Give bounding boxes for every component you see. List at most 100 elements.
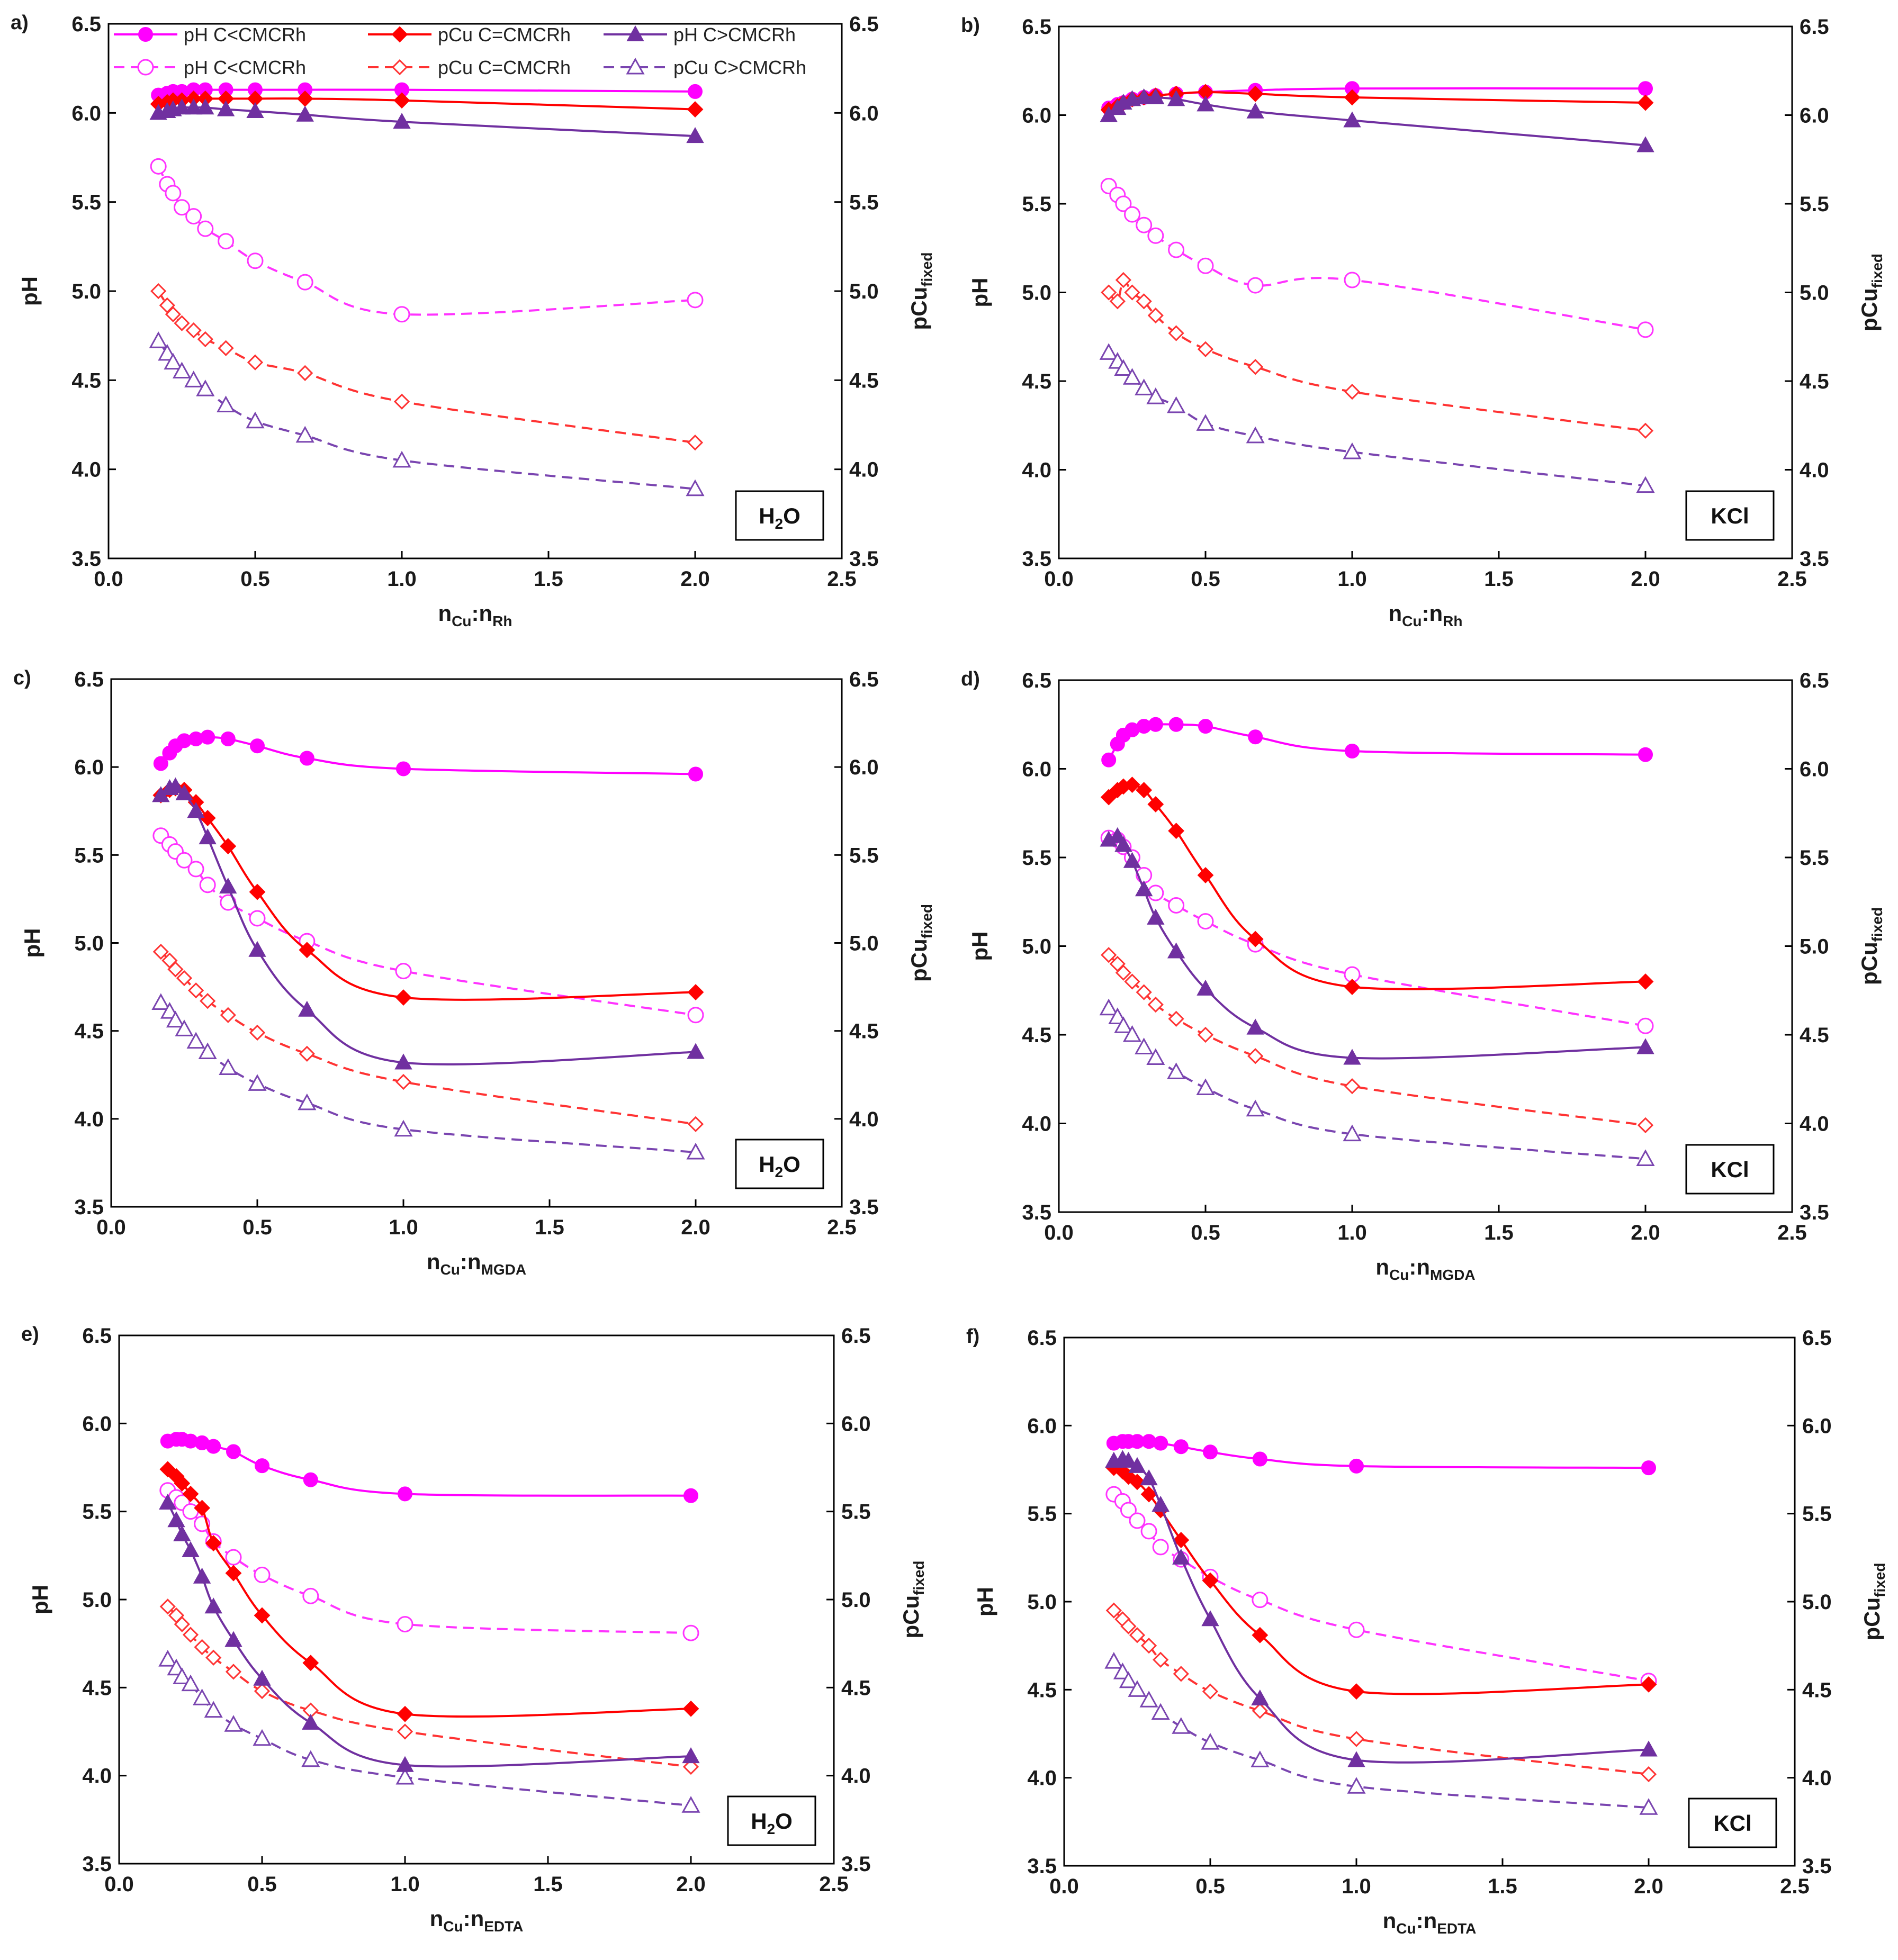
data-point-triangle bbox=[1639, 1798, 1658, 1815]
data-point-circle bbox=[185, 208, 202, 225]
data-point-diamond bbox=[299, 942, 316, 959]
y-tick-label-left: 4.5 bbox=[74, 1020, 104, 1043]
data-point-circle bbox=[397, 1616, 413, 1633]
series-solid-triangle bbox=[1100, 827, 1654, 1065]
data-point-triangle bbox=[1347, 1777, 1366, 1794]
y-tick-label-left: 6.5 bbox=[71, 13, 101, 36]
y-tick-label-left: 6.0 bbox=[82, 1412, 112, 1435]
data-point-diamond bbox=[225, 1664, 242, 1680]
legend-label: pCu C>CMCRh bbox=[673, 57, 806, 78]
panel-letter: d) bbox=[961, 668, 980, 690]
data-point-diamond bbox=[1140, 1486, 1157, 1503]
series-solid-triangle bbox=[1105, 1450, 1658, 1767]
data-point-triangle bbox=[301, 1750, 320, 1767]
y-tick-label-left: 5.0 bbox=[1022, 282, 1051, 305]
y-tick-label-right: 4.0 bbox=[849, 458, 879, 482]
y-tick-label-left: 4.0 bbox=[82, 1765, 112, 1788]
chart-panel-a: 3.5 3.5 4.0 4.0 4.5 4.5 5.0 5.0 5.5 5.5 6.0 6.0 6.5 6… bbox=[11, 12, 935, 629]
y-tick-label-left: 4.5 bbox=[1027, 1678, 1057, 1702]
y-tick-label-right: 4.0 bbox=[841, 1765, 871, 1788]
data-point-diamond bbox=[1168, 1010, 1184, 1027]
data-point-diamond bbox=[1202, 1683, 1219, 1700]
data-point-circle bbox=[1252, 1451, 1267, 1467]
series-dashed-diamond bbox=[150, 283, 704, 451]
data-point-triangle bbox=[1172, 1717, 1191, 1734]
data-point-triangle bbox=[1636, 136, 1654, 152]
data-point-circle bbox=[1129, 1512, 1146, 1529]
data-point-circle bbox=[1203, 1444, 1218, 1460]
data-point-triangle bbox=[1167, 1062, 1186, 1079]
x-tick-label: 0.5 bbox=[247, 1873, 277, 1896]
legend-marker-circle bbox=[137, 59, 154, 76]
data-point-triangle bbox=[1128, 1680, 1147, 1697]
legend-marker-diamond bbox=[391, 59, 408, 76]
y-tick-label-left: 4.0 bbox=[1027, 1767, 1057, 1790]
x-tick-label: 1.0 bbox=[1337, 567, 1367, 591]
series-solid-circle bbox=[1101, 717, 1653, 767]
data-point-circle bbox=[187, 861, 204, 878]
data-point-triangle bbox=[1251, 1689, 1269, 1705]
data-point-triangle bbox=[175, 784, 193, 801]
data-point-diamond bbox=[299, 1045, 315, 1062]
data-point-triangle bbox=[392, 450, 411, 468]
series-solid-triangle bbox=[1100, 88, 1654, 152]
y-tick-label-right: 6.5 bbox=[1800, 15, 1829, 39]
data-point-diamond bbox=[1348, 1731, 1365, 1747]
legend-item: pCu C>CMCRh bbox=[604, 57, 806, 78]
data-point-diamond bbox=[682, 1758, 699, 1775]
y-tick-label-left: 3.5 bbox=[71, 547, 101, 571]
x-tick-label: 0.0 bbox=[1044, 1221, 1074, 1244]
data-point-circle bbox=[1101, 752, 1117, 767]
data-point-diamond bbox=[1153, 1651, 1169, 1668]
data-point-circle bbox=[153, 756, 168, 771]
data-point-diamond bbox=[1348, 1683, 1365, 1700]
data-point-diamond bbox=[218, 340, 234, 356]
data-point-diamond bbox=[1100, 789, 1117, 806]
series-dashed-circle bbox=[150, 158, 704, 323]
medium-label: KCl bbox=[1711, 503, 1749, 528]
series-dashed-triangle bbox=[149, 331, 705, 496]
data-point-diamond bbox=[159, 1598, 176, 1615]
data-point-triangle bbox=[1167, 90, 1185, 106]
y-tick-label-right: 6.5 bbox=[1800, 669, 1829, 692]
data-point-diamond bbox=[1101, 947, 1117, 963]
data-point-diamond bbox=[1168, 823, 1185, 839]
data-point-diamond bbox=[297, 365, 313, 381]
data-point-circle bbox=[1198, 719, 1213, 734]
data-point-diamond bbox=[254, 1683, 271, 1700]
x-tick-label: 2.5 bbox=[1777, 567, 1807, 591]
medium-label: KCl bbox=[1711, 1157, 1749, 1182]
data-point-diamond bbox=[225, 1565, 242, 1582]
legend-item: pH C<CMCRh bbox=[114, 57, 306, 78]
data-point-circle bbox=[1344, 272, 1361, 288]
y-tick-label-right: 6.0 bbox=[1800, 758, 1829, 781]
legend-item: pCu C=CMCRh bbox=[368, 57, 571, 78]
data-point-triangle bbox=[1135, 1037, 1154, 1054]
data-point-diamond bbox=[682, 1700, 699, 1717]
y-tick-label-left: 6.5 bbox=[74, 668, 104, 691]
data-point-diamond bbox=[194, 1500, 211, 1516]
y-tick-label-left: 5.5 bbox=[1022, 846, 1051, 870]
series-solid-triangle bbox=[149, 98, 704, 143]
data-point-diamond bbox=[1640, 1676, 1657, 1693]
data-point-triangle bbox=[394, 1053, 412, 1070]
chart-panel-b: 3.5 3.5 4.0 4.0 4.5 4.5 5.0 5.0 5.5 5.5 6.0 6.0 6.5 6… bbox=[961, 14, 1885, 629]
y-tick-label-right: 5.0 bbox=[1800, 282, 1829, 305]
data-point-circle bbox=[296, 274, 313, 291]
legend-label: pCu C=CMCRh bbox=[438, 57, 571, 78]
data-point-triangle bbox=[1128, 1457, 1146, 1473]
data-point-circle bbox=[249, 910, 266, 927]
x-tick-label: 1.5 bbox=[1488, 1875, 1517, 1898]
data-point-triangle bbox=[164, 353, 183, 370]
medium-label: H2O bbox=[751, 1809, 793, 1837]
data-point-triangle bbox=[224, 1715, 243, 1732]
data-point-triangle bbox=[173, 1667, 192, 1684]
y-tick-label-left: 6.5 bbox=[1022, 669, 1051, 692]
y-tick-label-left: 5.5 bbox=[1022, 193, 1051, 216]
data-point-triangle bbox=[1123, 90, 1141, 106]
data-point-circle bbox=[395, 963, 412, 980]
y-tick-label-right: 4.5 bbox=[849, 369, 879, 392]
data-point-triangle bbox=[253, 1669, 271, 1686]
data-point-circle bbox=[1168, 241, 1185, 258]
data-point-diamond bbox=[165, 306, 182, 322]
